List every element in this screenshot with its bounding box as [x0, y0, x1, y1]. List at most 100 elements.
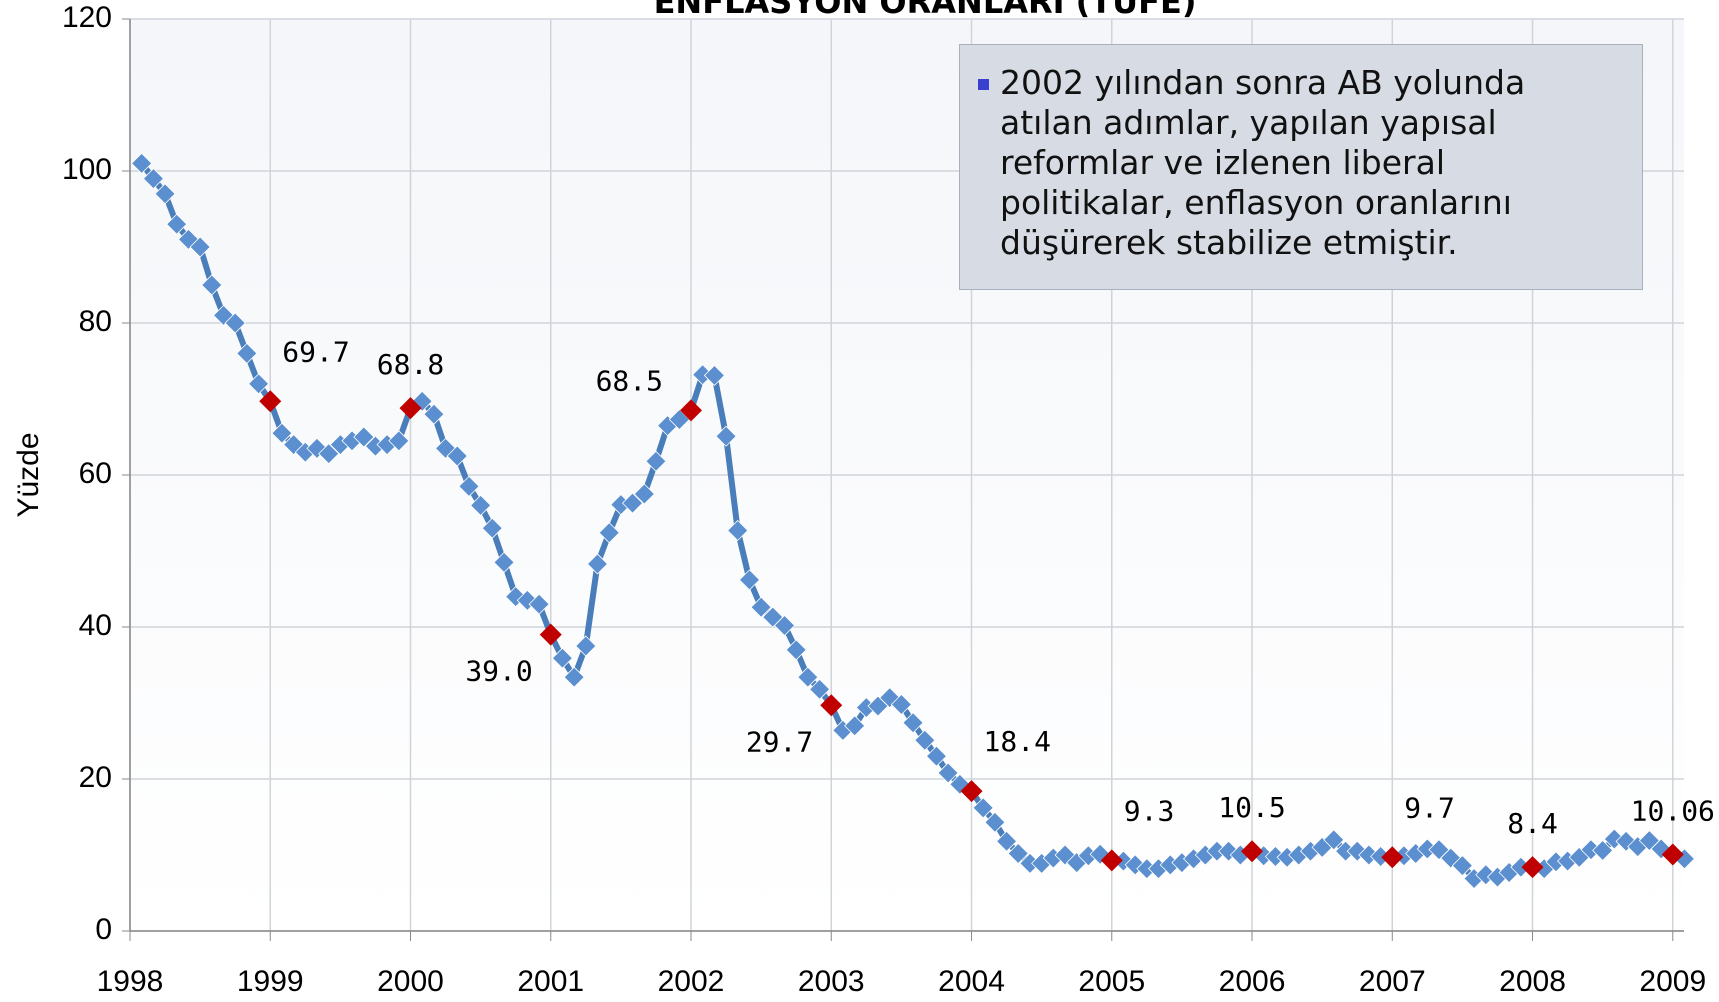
point-marker: [283, 434, 305, 456]
point-marker: [248, 373, 270, 395]
x-tick-label: 2005: [1078, 965, 1145, 998]
highlight-marker: [680, 399, 703, 422]
point-marker: [890, 693, 912, 716]
point-marker: [984, 811, 1006, 833]
point-marker: [388, 430, 410, 452]
point-marker: [1089, 843, 1111, 865]
highlight-marker: [1241, 840, 1264, 863]
highlight-marker: [259, 390, 282, 413]
y-tick-label: 0: [95, 913, 112, 946]
highlight-marker: [1381, 846, 1404, 869]
data-label: 8.4: [1507, 807, 1558, 840]
point-marker: [353, 426, 375, 448]
highlight-marker: [539, 623, 562, 646]
x-tick-label: 2004: [938, 965, 1005, 998]
data-label: 9.3: [1124, 794, 1175, 827]
data-label: 18.4: [984, 725, 1051, 758]
y-axis-label: Yüzde: [12, 432, 45, 517]
point-marker: [1218, 840, 1240, 862]
y-tick-label: 40: [79, 609, 112, 642]
point-marker: [925, 745, 948, 767]
point-marker: [189, 236, 211, 258]
highlight-marker: [1100, 849, 1123, 872]
y-tick-label: 100: [62, 153, 112, 186]
point-marker: [1323, 829, 1345, 851]
point-marker: [166, 213, 188, 235]
y-tick-label: 80: [79, 305, 112, 338]
point-marker: [481, 517, 503, 539]
x-tick-label: 2002: [658, 965, 725, 998]
chart-title: ENFLASYON ORANLARI (TÜFE): [654, 0, 1197, 21]
point-marker: [493, 551, 515, 573]
point-marker: [142, 168, 164, 190]
point-marker: [703, 364, 725, 387]
point-marker: [458, 475, 480, 497]
point-marker: [785, 639, 807, 661]
data-label: 69.7: [282, 335, 349, 368]
point-marker: [586, 553, 609, 575]
point-marker: [212, 304, 235, 326]
data-label: 10.5: [1218, 791, 1285, 824]
point-marker: [598, 522, 620, 544]
highlight-marker: [960, 780, 983, 803]
point-marker: [551, 647, 573, 669]
point-marker: [1451, 855, 1473, 877]
point-marker: [914, 729, 936, 751]
point-marker: [318, 443, 340, 465]
point-marker: [1592, 839, 1614, 862]
point-marker: [715, 425, 737, 447]
point-marker: [773, 614, 796, 637]
point-marker: [844, 715, 866, 737]
point-marker: [201, 274, 223, 296]
point-marker: [1615, 830, 1637, 852]
point-marker: [306, 437, 328, 459]
note-box: 2002 yılından sonra AB yolunda atılan ad…: [959, 44, 1643, 290]
point-marker: [972, 797, 994, 819]
x-tick-label: 2006: [1219, 965, 1286, 998]
data-label: 29.7: [746, 725, 813, 758]
point-marker: [236, 342, 258, 364]
point-marker: [516, 589, 538, 611]
data-label: 39.0: [465, 655, 532, 688]
y-tick-label: 20: [79, 761, 112, 794]
highlight-marker: [1661, 843, 1684, 866]
highlight-marker: [399, 397, 422, 420]
point-marker: [902, 712, 924, 734]
point-marker: [154, 183, 176, 205]
x-tick-label: 2009: [1639, 965, 1706, 998]
x-tick-label: 2008: [1499, 965, 1566, 998]
point-marker: [470, 494, 492, 516]
point-marker: [633, 483, 655, 505]
data-label: 9.7: [1404, 791, 1455, 824]
point-marker: [750, 596, 772, 618]
x-tick-label: 1998: [97, 965, 164, 998]
point-marker: [645, 450, 667, 472]
point-marker: [809, 678, 831, 700]
point-marker: [423, 403, 445, 425]
x-tick-label: 2003: [798, 965, 865, 998]
x-tick-label: 1999: [237, 965, 304, 998]
point-marker: [1650, 838, 1672, 860]
point-marker: [528, 593, 550, 615]
point-marker: [435, 437, 457, 459]
point-marker: [1638, 829, 1660, 852]
point-marker: [446, 445, 468, 467]
data-label: 10.06: [1631, 795, 1715, 828]
point-marker: [563, 666, 585, 688]
point-marker: [738, 569, 761, 591]
data-label: 68.8: [377, 348, 444, 381]
point-marker: [575, 635, 597, 657]
point-marker: [996, 830, 1018, 852]
x-tick-label: 2001: [517, 965, 584, 998]
point-marker: [1007, 842, 1029, 865]
point-marker: [1428, 839, 1450, 861]
y-tick-label: 60: [79, 457, 112, 490]
point-marker: [1440, 847, 1462, 869]
point-marker: [879, 687, 901, 709]
data-label: 68.5: [596, 364, 663, 397]
x-tick-label: 2000: [377, 965, 444, 998]
point-marker: [621, 492, 644, 514]
point-marker: [937, 762, 959, 784]
point-marker: [271, 422, 293, 444]
